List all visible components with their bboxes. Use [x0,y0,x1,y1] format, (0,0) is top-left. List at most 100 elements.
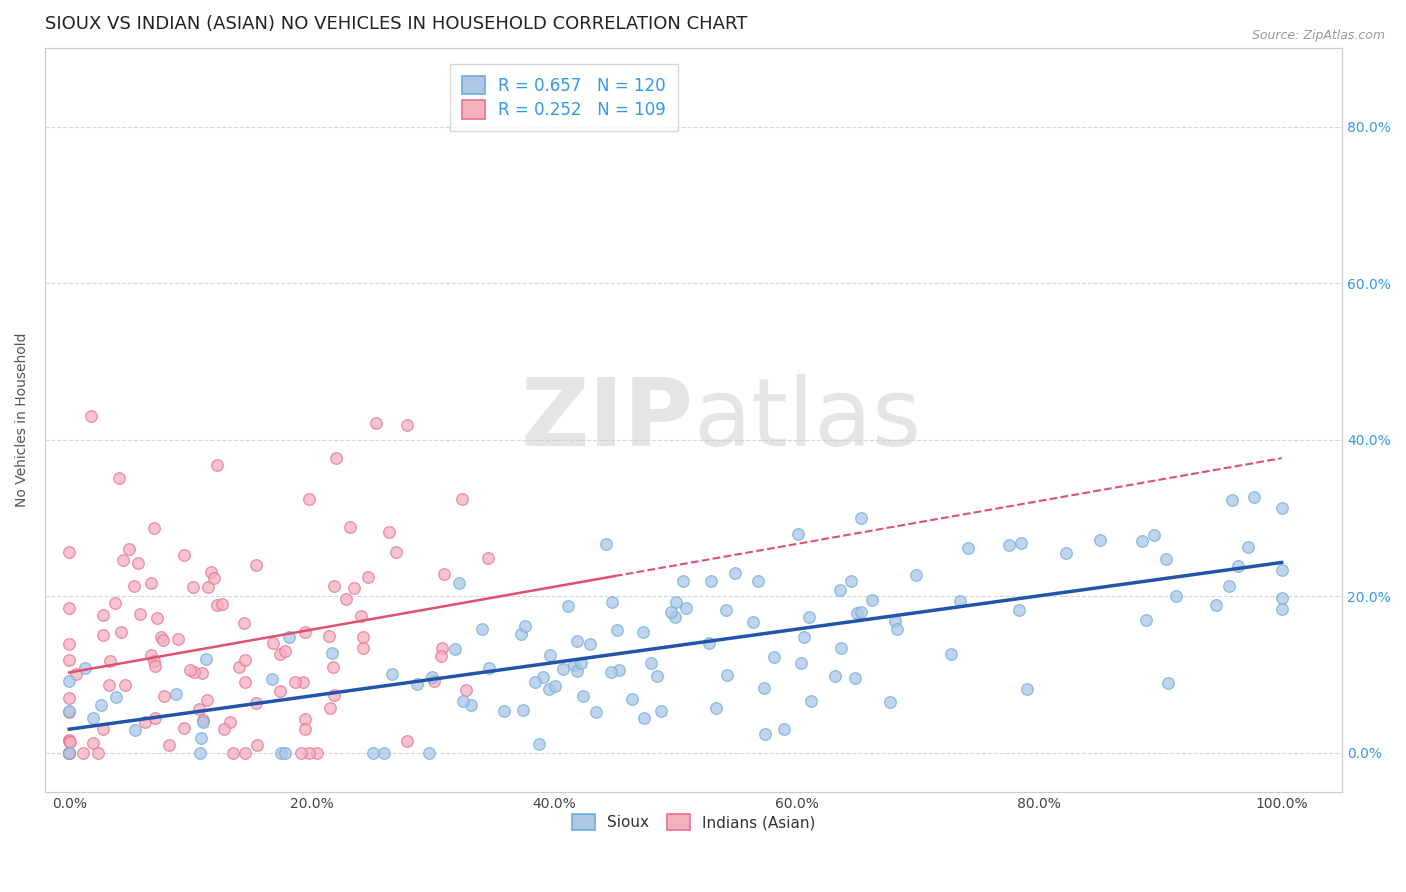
Point [319,700,342,714]
Point [531,669,554,683]
Point [191,665,214,680]
Point [373,746,395,760]
Point [478,661,501,675]
Point [600,595,623,609]
Point [800,693,823,707]
Point [1271,602,1294,616]
Point [58,637,80,651]
Point [273,746,295,760]
Point [290,746,312,760]
Point [607,664,630,678]
Point [664,610,686,624]
Point [318,629,340,643]
Point [278,631,301,645]
Point [633,711,655,725]
Point [447,575,470,590]
Point [181,580,204,594]
Point [1132,533,1154,548]
Point [269,683,291,698]
Point [307,746,329,760]
Point [58,746,80,760]
Point [245,696,267,710]
Point [1143,528,1166,542]
Point [153,689,176,703]
Point [143,711,166,725]
Point [298,492,321,507]
Point [80,409,103,424]
Point [58,705,80,719]
Point [127,556,149,570]
Point [339,520,361,534]
Point [430,640,453,655]
Text: Source: ZipAtlas.com: Source: ZipAtlas.com [1251,29,1385,42]
Point [323,688,346,702]
Point [849,605,872,619]
Point [997,538,1019,552]
Y-axis label: No Vehicles in Household: No Vehicles in Household [15,333,30,508]
Point [183,665,205,679]
Point [957,541,980,555]
Point [883,615,905,629]
Point [145,659,167,673]
Point [269,647,291,661]
Point [675,601,697,615]
Point [384,544,406,558]
Point [118,542,141,557]
Point [294,713,316,727]
Point [1154,552,1177,566]
Point [179,663,201,677]
Point [714,603,737,617]
Point [1271,591,1294,606]
Point [1271,563,1294,577]
Point [1088,533,1111,548]
Point [538,648,561,662]
Point [456,682,478,697]
Point [91,628,114,642]
Point [1243,491,1265,505]
Point [553,662,575,676]
Point [640,656,662,670]
Point [579,637,602,651]
Point [773,723,796,737]
Point [512,703,534,717]
Point [298,746,321,760]
Point [381,666,404,681]
Point [585,705,607,719]
Point [233,615,256,630]
Point [1218,579,1240,593]
Point [851,511,873,525]
Point [460,698,482,712]
Point [377,524,399,539]
Point [562,657,585,672]
Point [422,670,444,684]
Point [157,739,180,753]
Point [105,690,128,704]
Point [195,693,218,707]
Point [787,526,810,541]
Point [396,733,419,747]
Point [352,641,374,656]
Point [149,630,172,644]
Point [886,622,908,636]
Point [58,545,80,559]
Point [828,583,851,598]
Text: atlas: atlas [693,375,922,467]
Point [165,687,187,701]
Point [352,630,374,644]
Point [433,567,456,582]
Point [284,674,307,689]
Text: ZIP: ZIP [520,375,693,467]
Point [860,593,883,607]
Point [173,721,195,735]
Point [1220,492,1243,507]
Point [1236,541,1258,555]
Point [879,695,901,709]
Point [824,669,846,683]
Point [205,599,228,613]
Point [846,606,869,620]
Point [65,667,87,681]
Point [1015,681,1038,696]
Point [87,746,110,760]
Point [621,692,644,706]
Point [212,722,235,736]
